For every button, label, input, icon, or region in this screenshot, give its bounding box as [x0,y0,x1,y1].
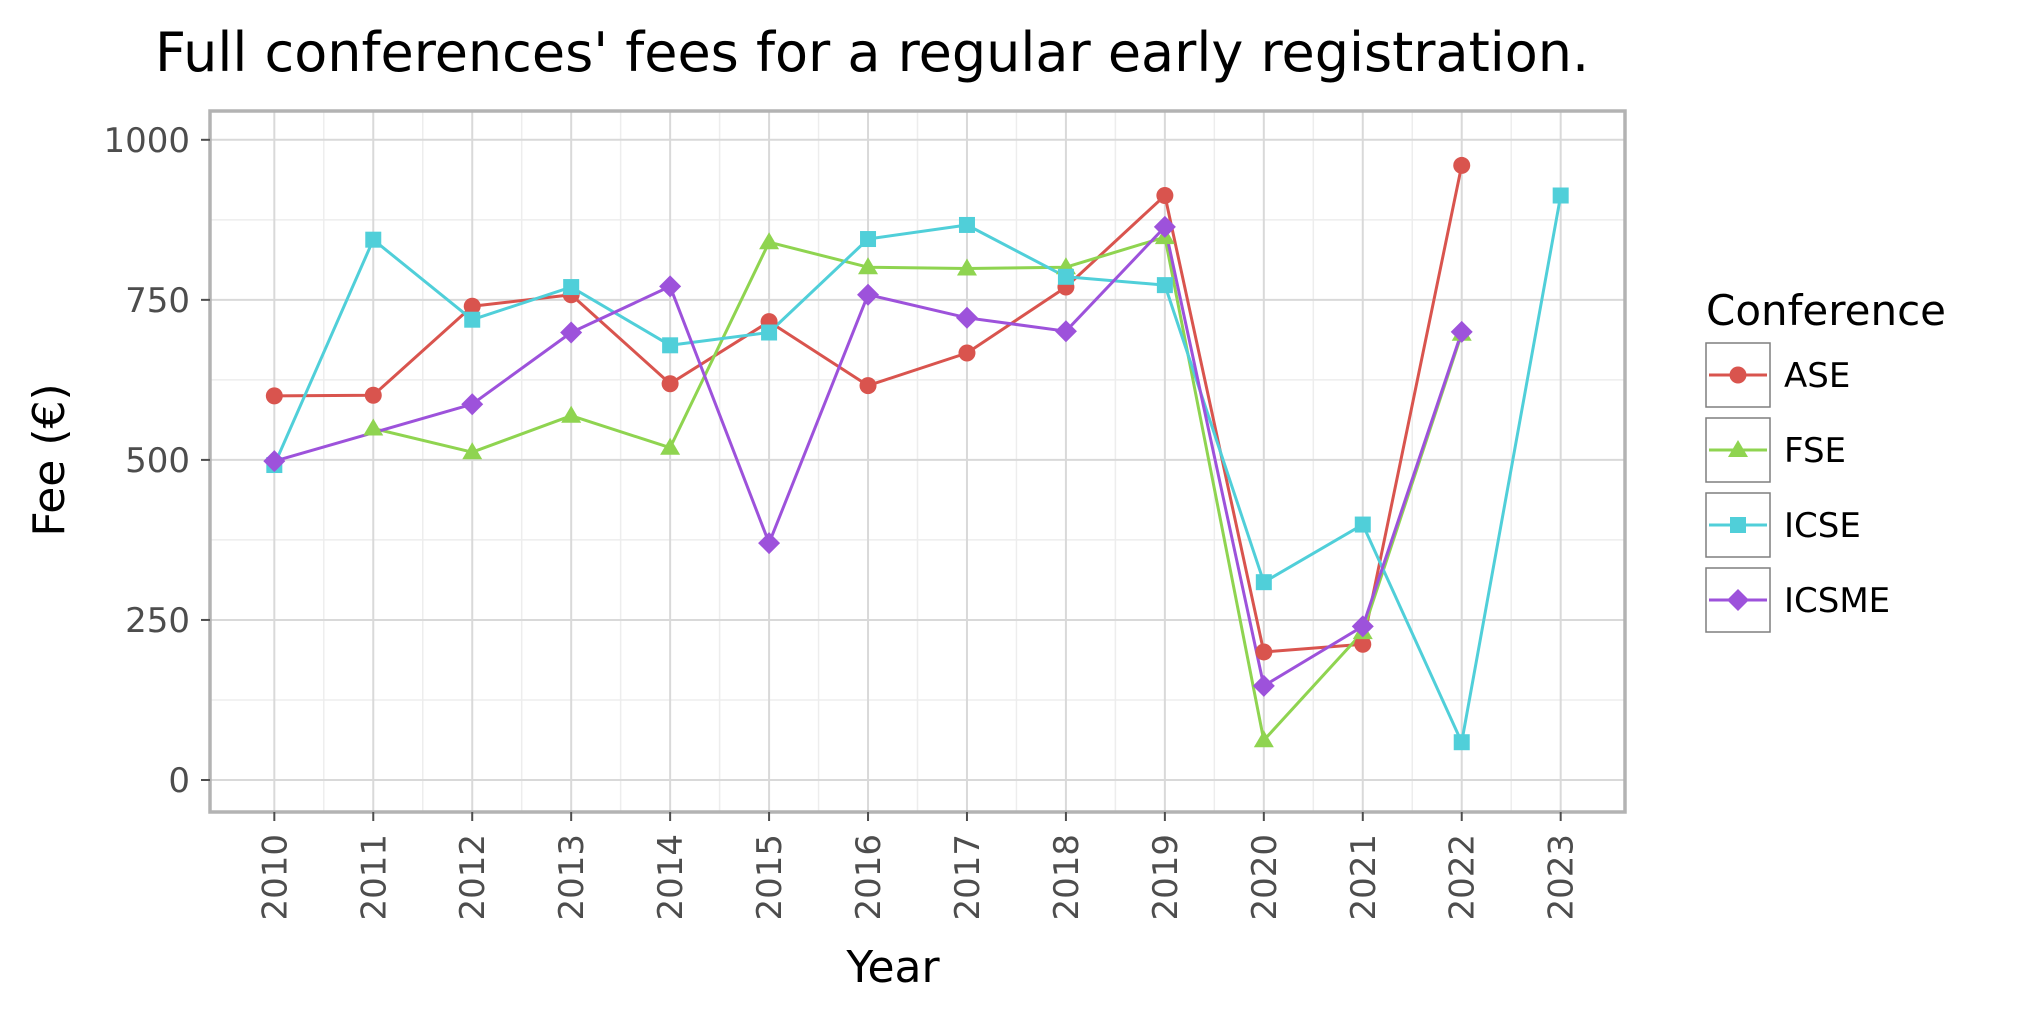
data-point-icse [1453,734,1470,751]
legend-label: ICSE [1784,506,1861,546]
data-point-icse [1552,187,1569,204]
data-point-fse [561,405,582,423]
legend: Conference ASE FSE ICSE ICSME [1705,286,1946,633]
data-point-icsme [1351,615,1374,638]
x-tick-label: 2020 [1245,834,1285,921]
data-point-icse [1255,574,1272,591]
data-point-icse [563,279,580,296]
legend-items: ASE FSE ICSE ICSME [1705,342,1890,633]
data-point-icsme [1252,674,1275,697]
data-point-icsme [659,275,682,298]
data-point-icsme [758,532,781,555]
x-tick-label: 2017 [948,834,988,921]
data-point-ase [1156,187,1174,205]
y-axis-title: Fee (€) [24,383,75,536]
data-point-ase [364,386,382,404]
data-point-fse [1253,730,1274,748]
data-point-ase [1453,156,1471,174]
data-point-icsme [955,306,978,329]
x-tick-label: 2022 [1443,834,1483,921]
data-point-ase [265,387,283,405]
y-tick-label: 250 [125,601,190,641]
legend-item-fse: FSE [1705,417,1846,483]
x-tick-label: 2021 [1344,834,1384,921]
major-gridlines [210,111,1625,812]
legend-label: ICSME [1784,581,1890,621]
data-point-icse [365,231,382,248]
data-point-icse [1057,268,1074,285]
minor-gridlines [210,111,1625,812]
data-point-ase [463,297,481,315]
data-point-icse [1156,277,1173,294]
data-point-ase [958,344,976,362]
data-point-icsme [560,321,583,344]
y-tick-label: 1000 [103,121,190,161]
legend-item-icse: ICSE [1705,492,1861,558]
legend-key-marker [1727,589,1749,611]
x-tick-label: 2012 [453,834,493,921]
data-point-icse [1354,516,1371,533]
data-point-ase [1255,643,1273,661]
y-tick-label: 500 [125,441,190,481]
data-point-icsme [1054,320,1077,343]
data-point-fse [858,257,879,275]
x-tick-label: 2016 [849,834,889,921]
x-axis-title: Year [845,942,940,993]
legend-key-marker [1730,517,1746,533]
x-tick-label: 2015 [750,834,790,921]
data-point-icse [761,324,778,341]
x-tick-label: 2010 [255,834,295,921]
data-point-ase [661,375,679,393]
legend-label: FSE [1784,431,1846,471]
data-point-ase [1354,635,1372,653]
chart-title: Full conferences' fees for a regular ear… [155,21,1589,84]
axis-layer: 0 250 500 750 1000 2010 2011 2012 2013 2014 2015 20… [103,121,1581,921]
data-point-icsme [1450,320,1473,343]
series-line-icsme [273,225,1464,688]
series-markers-icsme [263,215,1473,697]
legend-label: ASE [1784,356,1850,396]
legend-item-icsme: ICSME [1705,567,1890,633]
x-tick-label: 2014 [651,834,691,921]
data-point-icsme [1153,215,1176,238]
plot-panel-border [208,109,1627,814]
data-point-ase [859,377,877,395]
y-tick-label: 0 [168,761,190,801]
data-point-icse [662,337,679,354]
x-tick-label: 2013 [552,834,592,921]
data-point-fse [759,232,780,250]
data-point-fse [363,418,384,436]
data-point-icsme [857,283,880,306]
series-markers-ase [265,156,1471,661]
data-point-icsme [461,393,484,416]
data-point-icse [860,231,877,248]
series-line-fse [372,235,1464,742]
data-point-fse [956,258,977,276]
x-tick-label: 2011 [354,834,394,921]
data-point-fse [462,442,483,460]
data-point-icse [958,216,975,233]
series-line-icse [272,195,1563,744]
data-point-icse [464,311,481,328]
x-tick-label: 2023 [1542,834,1582,921]
series-layer [263,156,1569,751]
y-tick-label: 750 [125,281,190,321]
legend-key-marker [1729,366,1747,384]
x-tick-label: 2018 [1047,834,1087,921]
legend-title: Conference [1706,286,1946,335]
legend-item-ase: ASE [1705,342,1850,408]
data-point-icsme [263,450,286,473]
legend-key-marker [1728,440,1748,457]
data-point-fse [660,437,681,455]
x-tick-label: 2019 [1146,834,1186,921]
